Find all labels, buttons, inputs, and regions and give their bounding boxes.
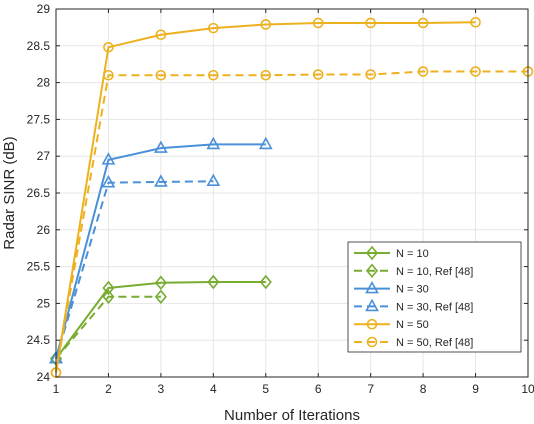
legend-marker-4 bbox=[366, 318, 378, 330]
data-point bbox=[470, 16, 481, 28]
y-tick-label: 24 bbox=[37, 370, 51, 384]
legend: N = 10 N = 10, Ref [48] N = 30 N = 30, Ref … bbox=[347, 241, 522, 353]
x-tick-label: 1 bbox=[53, 382, 60, 396]
data-point bbox=[259, 274, 272, 290]
y-tick-label: 29 bbox=[37, 2, 51, 16]
legend-label-4: N = 50 bbox=[396, 319, 429, 331]
series-3 bbox=[49, 173, 221, 364]
legend-marker-5 bbox=[366, 336, 378, 348]
legend-box bbox=[347, 241, 522, 353]
legend-marker-0 bbox=[365, 245, 379, 261]
legend-marker-2 bbox=[365, 280, 379, 294]
series-2 bbox=[49, 136, 273, 364]
legend-label-1: N = 10, Ref [48] bbox=[396, 266, 473, 278]
y-tick-label: 25 bbox=[37, 296, 51, 310]
x-tick-label: 6 bbox=[315, 382, 322, 396]
data-point bbox=[312, 69, 324, 80]
y-tick-label: 25.5 bbox=[27, 260, 51, 274]
x-tick-label: 9 bbox=[472, 382, 479, 396]
data-point bbox=[260, 19, 272, 30]
data-point bbox=[258, 136, 273, 150]
x-tick-label: 3 bbox=[158, 382, 165, 396]
data-point bbox=[208, 69, 219, 81]
x-tick-label: 2 bbox=[105, 382, 112, 396]
data-point bbox=[206, 173, 221, 187]
axis-ticks: 1 2 3 4 5 6 7 8 9 10 24 24.5 25 25.5 26 26.5 27 27.5 28 28.… bbox=[27, 2, 534, 396]
legend-label-2: N = 30 bbox=[396, 284, 429, 296]
legend-marker-1 bbox=[365, 263, 379, 279]
y-tick-label: 26.5 bbox=[27, 186, 51, 200]
x-tick-label: 7 bbox=[367, 382, 374, 396]
data-point bbox=[207, 274, 220, 290]
data-point bbox=[155, 29, 167, 41]
data-point bbox=[154, 275, 167, 291]
data-point bbox=[206, 136, 221, 150]
series-line bbox=[55, 70, 528, 373]
data-point bbox=[470, 66, 481, 77]
y-tick-label: 27.5 bbox=[27, 112, 51, 126]
x-tick-label: 10 bbox=[521, 382, 534, 396]
data-point bbox=[103, 41, 114, 53]
y-tick-label: 26 bbox=[37, 223, 51, 237]
plot-series bbox=[49, 16, 534, 378]
series-line bbox=[55, 21, 476, 373]
y-tick-label: 28.5 bbox=[27, 39, 51, 53]
series-line bbox=[55, 295, 161, 360]
x-axis-label: Number of Iterations bbox=[224, 407, 360, 424]
data-point bbox=[154, 140, 168, 153]
series-line bbox=[55, 143, 266, 359]
series-line bbox=[55, 281, 266, 360]
data-point bbox=[101, 152, 116, 165]
series-line bbox=[55, 180, 214, 359]
legend-label-5: N = 50, Ref [48] bbox=[396, 337, 473, 349]
data-point bbox=[312, 17, 324, 29]
y-axis-label: Radar SINR (dB) bbox=[1, 136, 18, 249]
data-point bbox=[102, 289, 115, 305]
data-point bbox=[154, 174, 168, 187]
data-point bbox=[154, 289, 167, 305]
legend-label-3: N = 30, Ref [48] bbox=[396, 301, 473, 313]
y-tick-label: 28 bbox=[37, 76, 51, 90]
data-point bbox=[365, 17, 376, 29]
x-tick-label: 8 bbox=[420, 382, 427, 396]
y-tick-label: 27 bbox=[37, 149, 51, 163]
data-point bbox=[103, 69, 114, 81]
data-point bbox=[155, 69, 167, 81]
data-point bbox=[260, 69, 272, 81]
data-point bbox=[101, 175, 116, 188]
data-point bbox=[208, 22, 219, 34]
legend-label-0: N = 10 bbox=[396, 248, 429, 260]
data-point bbox=[102, 280, 115, 296]
y-tick-label: 24.5 bbox=[27, 333, 51, 347]
data-point bbox=[417, 17, 429, 29]
data-point bbox=[417, 66, 429, 77]
x-tick-label: 5 bbox=[262, 382, 269, 396]
data-point bbox=[365, 69, 376, 80]
legend-marker-3 bbox=[365, 298, 379, 312]
x-tick-label: 4 bbox=[210, 382, 217, 396]
